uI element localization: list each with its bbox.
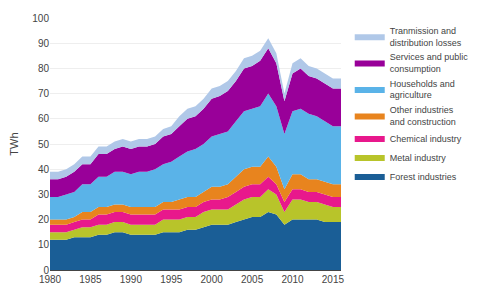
svg-text:100: 100 [32,13,49,24]
svg-text:50: 50 [38,139,50,150]
svg-text:Metal industry: Metal industry [390,153,447,163]
svg-text:Tranmission anddistribution lo: Tranmission anddistribution losses [390,26,462,48]
svg-text:90: 90 [38,38,50,49]
svg-text:1980: 1980 [39,274,62,285]
svg-text:80: 80 [38,63,50,74]
svg-text:2000: 2000 [201,274,224,285]
svg-text:Services and publicconsumption: Services and publicconsumption [390,52,469,74]
svg-text:2005: 2005 [241,274,264,285]
svg-text:TWh: TWh [8,132,20,155]
svg-text:40: 40 [38,164,50,175]
svg-text:1995: 1995 [160,274,183,285]
svg-text:2010: 2010 [281,274,304,285]
svg-text:1990: 1990 [120,274,143,285]
svg-text:2015: 2015 [322,274,345,285]
svg-text:70: 70 [38,88,50,99]
svg-text:0: 0 [43,265,49,276]
svg-text:30: 30 [38,189,50,200]
svg-text:Chemical industry: Chemical industry [390,134,462,144]
svg-text:Forest industries: Forest industries [390,172,457,182]
svg-text:60: 60 [38,113,50,124]
svg-text:Other industriesand constructi: Other industriesand construction [390,105,456,127]
svg-text:10: 10 [38,239,50,250]
svg-text:Households andagriculture: Households andagriculture [390,79,455,101]
svg-text:20: 20 [38,214,50,225]
svg-text:1985: 1985 [79,274,102,285]
